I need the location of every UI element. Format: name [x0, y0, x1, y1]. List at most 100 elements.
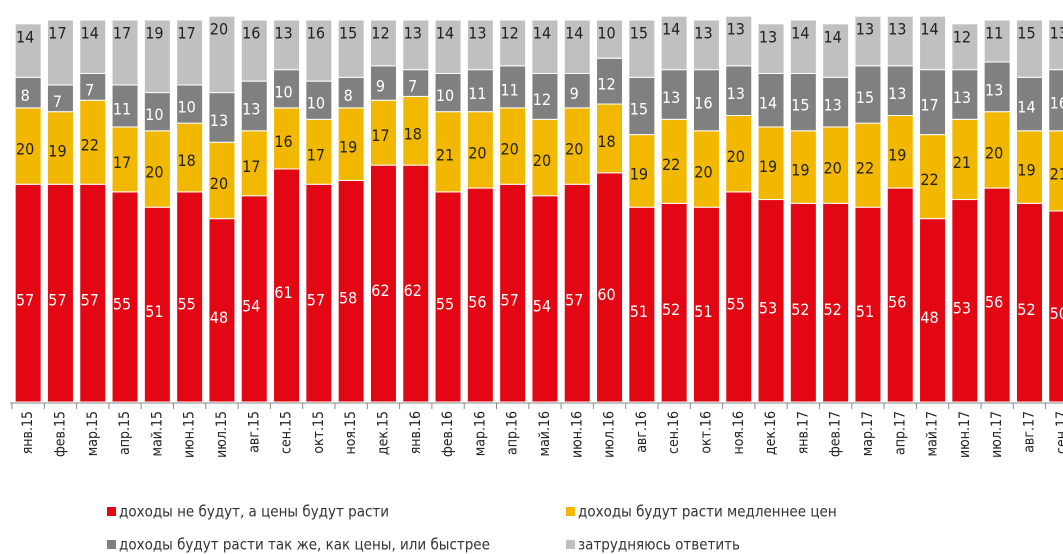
bar-segment: [854, 206, 882, 403]
data-label: 62: [404, 281, 422, 300]
bar-segment: [176, 122, 204, 193]
data-label: 15: [630, 24, 648, 43]
data-label: 48: [210, 308, 228, 327]
data-label: 13: [823, 96, 841, 115]
data-label: 60: [597, 285, 615, 304]
data-label: 16: [274, 132, 292, 151]
bar-segment: [337, 179, 365, 403]
bar-segment: [692, 19, 720, 71]
data-label: 13: [210, 111, 228, 130]
data-label: 17: [242, 157, 260, 176]
bar-segment: [466, 187, 494, 403]
x-tick-label: авг.17: [1021, 411, 1037, 453]
x-tick-label: июл.15: [214, 411, 230, 458]
bar-segment: [983, 111, 1011, 189]
data-label: 19: [630, 164, 648, 183]
data-label: 17: [48, 24, 66, 43]
bar-segment: [402, 19, 430, 71]
bar-segment: [176, 19, 204, 86]
data-label: 7: [408, 77, 417, 96]
data-label: 14: [791, 24, 809, 43]
data-label: 15: [339, 24, 357, 43]
x-tick-label: мар.15: [85, 411, 101, 456]
legend-label: доходы будут расти так же, как цены, или…: [119, 536, 490, 554]
bar-segment: [531, 19, 559, 74]
bar-segment: [337, 107, 365, 181]
bar-segment: [402, 69, 430, 97]
data-label: 19: [791, 161, 809, 180]
x-tick-label: фев.17: [828, 411, 844, 457]
data-label: 52: [791, 300, 809, 319]
bar-segment: [337, 76, 365, 109]
bar-segment: [660, 15, 688, 71]
data-label: 13: [727, 20, 745, 39]
bar-segment: [563, 107, 591, 185]
data-label: 17: [113, 153, 131, 172]
x-tick-label: июл.16: [602, 411, 618, 458]
data-label: 15: [791, 96, 809, 115]
data-label: 51: [145, 302, 163, 321]
data-label: 58: [339, 289, 357, 308]
bar-segment: [951, 118, 979, 201]
bar-segment: [369, 99, 397, 166]
x-tick-label: авг.15: [246, 411, 262, 453]
bar-segment: [111, 19, 139, 86]
bar-segment: [143, 19, 171, 94]
data-label: 13: [242, 99, 260, 118]
data-label: 13: [856, 20, 874, 39]
bar-segment: [789, 72, 817, 132]
data-label: 19: [48, 141, 66, 160]
bar-segment: [596, 103, 624, 174]
data-label: 16: [694, 94, 712, 113]
x-tick-label: янв.15: [20, 411, 36, 454]
data-label: 55: [727, 294, 745, 313]
bar-segment: [789, 19, 817, 74]
x-tick-label: янв.17: [795, 411, 811, 454]
bar-segment: [111, 191, 139, 403]
data-label: 17: [113, 24, 131, 43]
bar-segment: [886, 15, 914, 67]
bar-segment: [951, 199, 979, 403]
bar-segment: [337, 19, 365, 78]
data-label: 20: [500, 140, 518, 159]
bar-segment: [111, 84, 139, 128]
bar-segment: [434, 191, 462, 403]
bar-segment: [240, 195, 268, 403]
data-label: 13: [694, 24, 712, 43]
x-tick-label: июн.17: [957, 411, 973, 458]
data-label: 50: [1050, 304, 1063, 323]
bar-segment: [531, 72, 559, 120]
bar-segment: [886, 115, 914, 189]
x-tick-label: сен.15: [279, 411, 295, 454]
bar-segment: [660, 118, 688, 204]
x-tick-label: дек.15: [375, 411, 391, 455]
legend-marker: [107, 540, 116, 549]
data-label: 22: [920, 170, 938, 189]
data-label: 18: [177, 151, 195, 170]
bar-segment: [143, 206, 171, 403]
data-label: 56: [985, 293, 1003, 312]
data-label: 57: [500, 291, 518, 310]
data-label: 13: [468, 24, 486, 43]
data-label: 12: [953, 27, 971, 46]
bar-segment: [46, 183, 74, 403]
data-label: 21: [1050, 164, 1063, 183]
data-label: 17: [371, 126, 389, 145]
data-label: 9: [376, 77, 385, 96]
data-label: 62: [371, 281, 389, 300]
bar-segment: [628, 76, 656, 136]
data-label: 16: [1050, 94, 1063, 113]
x-tick-label: апр.16: [505, 411, 521, 455]
data-label: 51: [694, 302, 712, 321]
bar-segment: [208, 141, 236, 220]
data-label: 57: [307, 291, 325, 310]
x-tick-label: апр.17: [892, 411, 908, 455]
data-label: 57: [565, 291, 583, 310]
bar-segment: [822, 76, 850, 128]
bar-segment: [46, 19, 74, 86]
data-label: 55: [436, 294, 454, 313]
data-label: 57: [81, 291, 99, 310]
bar-segment: [757, 72, 785, 128]
bar-segment: [208, 15, 236, 94]
data-label: 14: [436, 24, 454, 43]
